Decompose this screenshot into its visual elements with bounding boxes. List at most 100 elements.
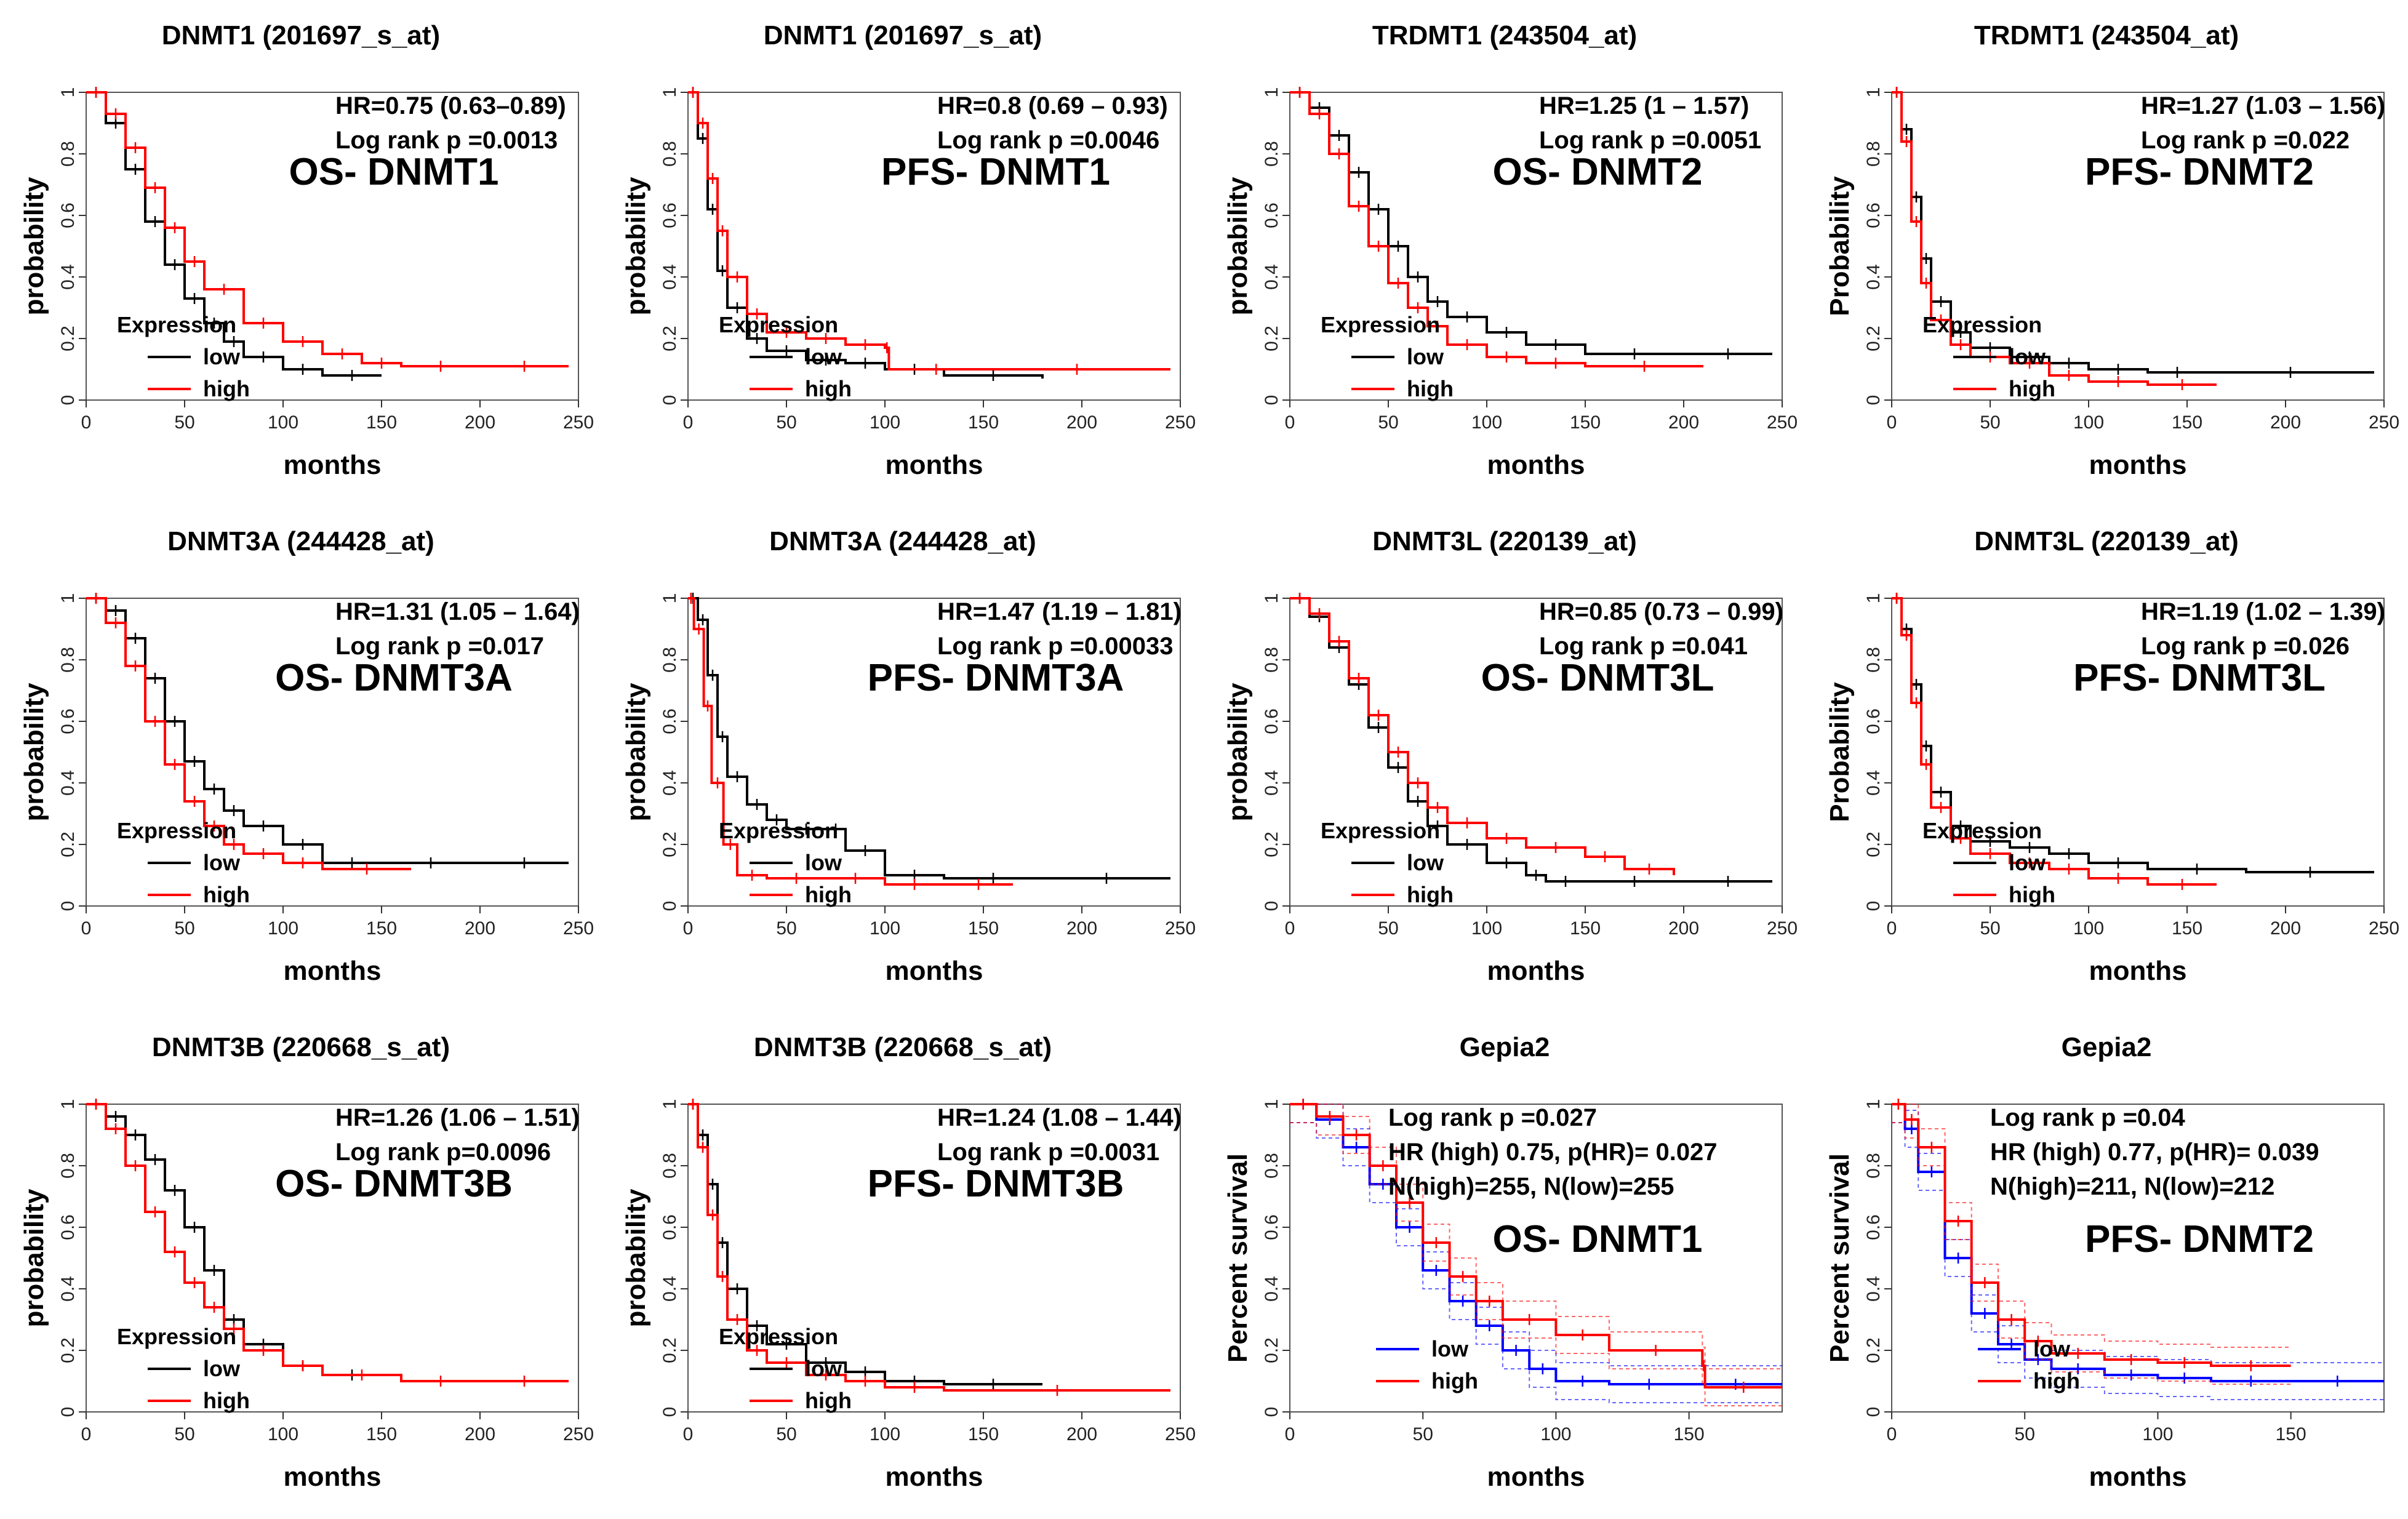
plot-frame: [687, 1104, 1181, 1413]
y-tick-label: 1: [660, 1099, 680, 1110]
chart-title: DNMT3B (220668_s_at): [754, 1032, 1052, 1062]
y-tick-label: 1: [1863, 593, 1884, 604]
stat-text: N(high)=211, N(low)=212: [1990, 1173, 2274, 1200]
y-tick-label: 0.2: [1262, 1337, 1282, 1363]
x-axis-label: months: [2089, 956, 2187, 986]
chart-title: DNMT1 (201697_s_at): [162, 20, 440, 50]
plot-frame: [687, 92, 1181, 401]
legend-item-label: low: [805, 1356, 842, 1381]
km-panel: DNMT3B (220668_s_at) 0 0.2 0.4 0.6 0.8 1 0 50 100…: [602, 1012, 1204, 1518]
y-tick-label: 0: [1262, 1407, 1282, 1417]
panel-label: PFS- DNMT2: [2085, 1218, 2314, 1260]
y-axis-label: probability: [19, 1188, 49, 1327]
y-tick-label: 0: [1863, 1407, 1884, 1417]
confidence-band-low: [1290, 1122, 1782, 1403]
panel-label: OS- DNMT1: [1493, 1218, 1703, 1260]
y-tick-label: 1: [1262, 1099, 1282, 1110]
y-tick-label: 0: [58, 901, 78, 912]
chart-title: Gepia2: [2062, 1032, 2152, 1062]
y-tick-label: 0.6: [1863, 708, 1884, 734]
y-tick-label: 0.4: [660, 1276, 680, 1302]
legend-item-label: high: [805, 1388, 852, 1413]
plot-frame: [1289, 92, 1783, 401]
legend-title: Expression: [719, 312, 838, 337]
y-tick-label: 1: [1863, 87, 1884, 98]
plot-frame: [1891, 92, 2385, 401]
x-tick-label: 0: [683, 412, 694, 433]
stat-text: HR=1.25 (1 – 1.57): [1539, 92, 1749, 119]
x-tick-label: 50: [776, 412, 796, 433]
plot-frame: [687, 598, 1181, 907]
legend-item-label: high: [203, 376, 250, 401]
panel-label: PFS- DNMT3L: [2073, 657, 2326, 699]
legend-item-label: low: [1407, 344, 1444, 369]
panel-label: PFS- DNMT3B: [868, 1163, 1124, 1205]
x-axis-label: months: [886, 450, 983, 480]
x-tick-label: 0: [1285, 918, 1295, 939]
x-tick-label: 150: [1570, 918, 1601, 939]
y-tick-label: 0.4: [58, 264, 78, 290]
km-chart: DNMT3A (244428_at) 0 0.2 0.4 0.6 0.8 1 0 50 100 15…: [621, 526, 1196, 986]
chart-title: TRDMT1 (243504_at): [1372, 20, 1637, 50]
x-tick-label: 100: [2073, 412, 2104, 433]
legend-item-label: high: [805, 376, 852, 401]
survival-curve-high: [1290, 91, 1703, 367]
x-tick-label: 100: [268, 412, 298, 433]
y-tick-label: 1: [58, 593, 78, 604]
stat-text: Log rank p =0.026: [2141, 633, 2350, 660]
survival-curve-high: [86, 1103, 569, 1382]
x-tick-label: 150: [968, 918, 999, 939]
x-tick-label: 0: [1887, 1424, 1897, 1445]
y-tick-label: 0: [1863, 901, 1884, 912]
x-tick-label: 200: [1066, 412, 1097, 433]
x-tick-label: 50: [1980, 918, 2000, 939]
km-chart: DNMT1 (201697_s_at) 0 0.2 0.4 0.6 0.8 1 0 50 100 1…: [621, 20, 1196, 480]
x-tick-label: 250: [563, 412, 594, 433]
x-tick-label: 150: [968, 1424, 999, 1445]
plot-frame: [86, 92, 579, 401]
y-tick-label: 0.2: [660, 1337, 680, 1363]
y-tick-label: 0.4: [1863, 770, 1884, 796]
y-tick-label: 0: [660, 1407, 680, 1417]
x-tick-label: 50: [1413, 1424, 1433, 1445]
y-tick-label: 1: [1262, 87, 1282, 98]
chart-title: DNMT3A (244428_at): [769, 526, 1036, 556]
legend-item-label: high: [2009, 376, 2055, 401]
y-tick-label: 0.4: [1262, 1276, 1282, 1302]
x-tick-label: 100: [870, 1424, 900, 1445]
y-tick-label: 0.2: [1863, 1337, 1884, 1363]
y-tick-label: 0.4: [1262, 264, 1282, 290]
y-tick-label: 0.8: [58, 1153, 78, 1179]
y-tick-label: 0.6: [1262, 708, 1282, 734]
stat-text: Log rank p=0.0096: [335, 1139, 551, 1166]
stat-text: HR=1.19 (1.02 – 1.39): [2141, 598, 2385, 625]
stat-text: Log rank p =0.0031: [937, 1139, 1159, 1166]
y-tick-label: 0: [58, 1407, 78, 1417]
x-tick-label: 150: [366, 412, 397, 433]
stat-text: Log rank p =0.0046: [937, 127, 1159, 154]
km-panel: TRDMT1 (243504_at) 0 0.2 0.4 0.6 0.8 1 0 50 100 15…: [1204, 0, 1806, 506]
y-tick-label: 0.6: [660, 1214, 680, 1240]
x-axis-label: months: [2089, 450, 2187, 480]
stat-text: HR=0.85 (0.73 – 0.99): [1539, 598, 1783, 625]
x-tick-label: 150: [2172, 412, 2202, 433]
y-axis-label: Percent survival: [1825, 1153, 1855, 1363]
x-tick-label: 50: [776, 918, 796, 939]
x-tick-label: 100: [268, 1424, 298, 1445]
stat-text: HR=0.75 (0.63–0.89): [335, 92, 566, 119]
legend-item-label: low: [2033, 1336, 2071, 1361]
x-tick-label: 50: [1980, 412, 2000, 433]
stat-text: Log rank p =0.022: [2141, 127, 2350, 154]
confidence-band-high: [1290, 1104, 1782, 1369]
stat-text: HR=0.8 (0.69 – 0.93): [937, 92, 1168, 119]
y-axis-label: probability: [621, 177, 651, 315]
stat-text: HR=1.31 (1.05 – 1.64): [335, 598, 580, 625]
y-tick-label: 0.4: [660, 264, 680, 290]
legend-item-label: low: [2009, 344, 2046, 369]
km-chart: TRDMT1 (243504_at) 0 0.2 0.4 0.6 0.8 1 0 50 100 15…: [1223, 20, 1798, 480]
stat-text: Log rank p =0.0051: [1539, 127, 1761, 154]
x-tick-label: 200: [465, 918, 495, 939]
x-tick-label: 200: [1066, 918, 1097, 939]
x-tick-label: 100: [870, 918, 900, 939]
y-tick-label: 0.2: [58, 326, 78, 351]
